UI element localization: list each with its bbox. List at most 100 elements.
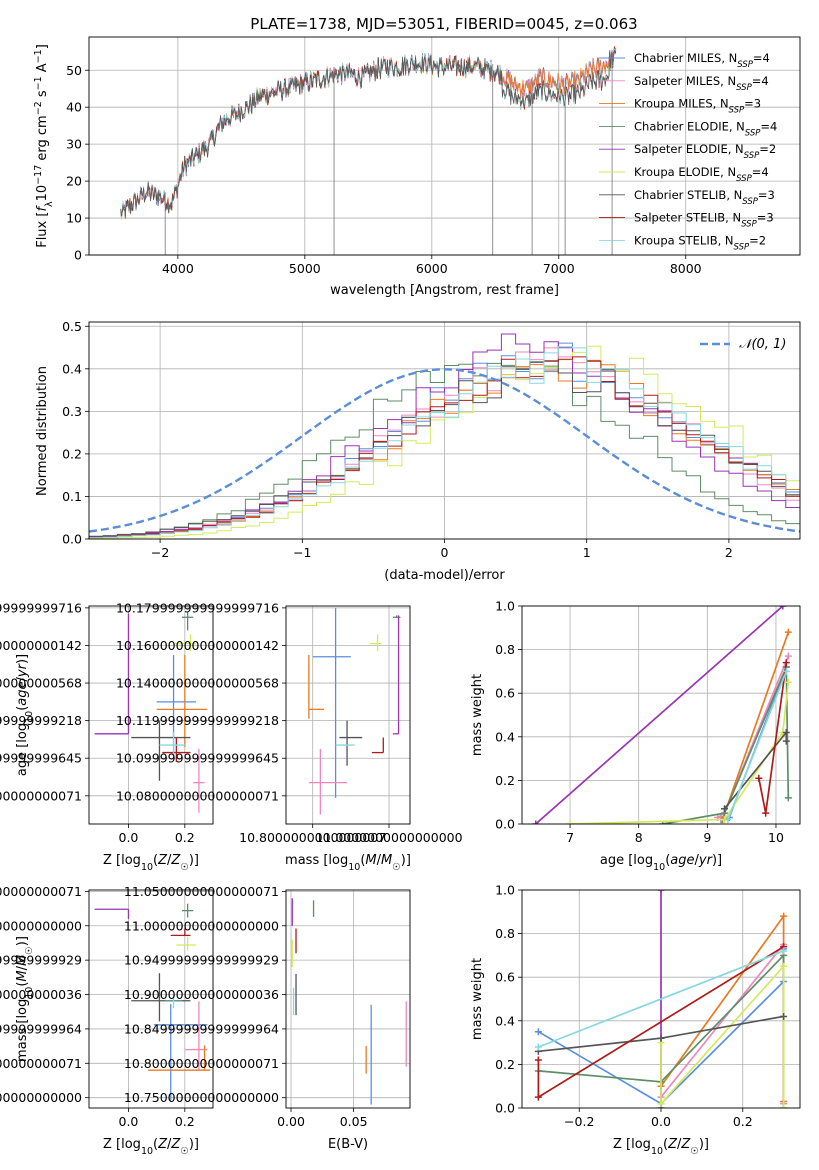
errorbar-point [94,908,130,919]
series-line [721,631,790,820]
x-axis-label: wavelength [Angstrom, rest frame] [330,283,559,298]
errorbar-point [131,720,191,781]
point-marker [566,820,574,824]
y-tick-label: 10.179999999999999716 [116,600,279,615]
errorbar-point [308,654,325,719]
x-tick-label: 7000 [543,261,575,276]
point-marker [534,1028,542,1036]
errorbar-point [170,928,191,937]
series-kroupa-elodie [566,678,792,824]
y-tick-label: 20 [66,174,82,189]
y-tick-label: 0.2 [495,1057,515,1072]
spectrum-line-chabrier-stelib [120,49,617,218]
series-salpeter-elodie [532,606,787,824]
y-tick-label: 10.080000000000000071 [0,788,82,803]
x-tick-label: −2 [151,545,169,560]
y-tick-label: 10.84999999999999964 [124,1021,279,1036]
y-tick-label: 10 [66,211,82,226]
axes: 7 8 9 10 0.0 0.2 0.4 0.6 0.8 1.0 age [log10(age/yr… [470,599,801,873]
point-marker [780,1012,788,1020]
series-kroupa-stelib [534,947,788,1051]
x-axis-label: Z [log10(Z/Z☉)] [613,1137,709,1157]
legend-label: Salpeter STELIB, NSSP=3 [634,211,774,230]
errorbar-point [162,737,191,762]
spectrum-line-kroupa-elodie [120,48,617,220]
y-tick-label: 10.160000000000000142 [0,638,82,653]
y-tick-label: 0.0 [495,1101,515,1116]
series-line [727,671,788,820]
legend-label: Kroupa ELODIE, NSSP=4 [634,165,769,184]
y-tick-label: 0.0 [62,532,82,547]
y-tick-label: 50 [66,63,82,78]
y-tick-label: 10.179999999999999716 [0,600,82,615]
point-marker [720,805,728,813]
errorbar-point [156,654,208,747]
y-axis-label: mass [log10(M/M☉)] [15,936,35,1062]
panel-residual-histogram: −2 −1 0 1 2 0.0 0.1 0.2 0.3 0.4 0.5 (data-model)/er… [35,319,801,583]
gridlines [286,890,410,1108]
legend-label: Chabrier ELODIE, NSSP=4 [634,119,777,138]
point-marker [782,737,790,745]
y-tick-label: 0.6 [495,970,515,985]
plot-area [89,333,800,539]
errorbar-point [173,634,197,652]
y-tick-label: 30 [66,137,82,152]
x-tick-label: 0.0 [651,1114,671,1129]
x-tick-label: 0 [441,545,449,560]
errorbar-point [369,634,382,652]
point-marker [755,774,763,782]
series-line [723,730,788,810]
y-tick-label: 10.140000000000000568 [0,676,82,691]
errorbar-point [339,720,363,766]
axes-frame [88,605,214,825]
series-salpeter-miles [657,941,788,1108]
legend-label: Salpeter ELODIE, NSSP=2 [634,142,776,161]
y-tick-label: 10.94999999999999929 [124,953,279,968]
y-tick-label: 0.3 [62,404,82,419]
point-marker [657,1034,665,1042]
axes-frame [285,605,411,825]
y-tick-label: 0.6 [495,686,515,701]
y-tick-label: 0.5 [62,319,82,334]
series-salpeter-stelib [755,659,790,817]
legend-label: Kroupa MILES, NSSP=3 [634,97,761,116]
histogram-chabrier-elodie [89,361,800,538]
y-tick-label: 10.90000000000000036 [124,987,279,1002]
y-tick-label: 10.84999999999999964 [0,1021,82,1036]
panels: 4000 5000 6000 7000 800001020304050wavelengt… [0,36,801,1157]
plot-area [308,607,401,815]
y-tick-label: 10.080000000000000071 [116,788,279,803]
histogram-kroupa-stelib [89,346,800,539]
gridlines [89,890,213,1108]
x-tick-label: −0.2 [564,1114,594,1129]
x-tick-label: 0.05 [340,1114,368,1129]
axes: 0.0 0.2 10.75000000000000000 10.80000000000… [0,884,214,1157]
y-tick-label: 11.00000000000000000 [0,918,82,933]
axes-frame [88,36,801,256]
x-tick-label: −1 [293,545,311,560]
histogram-chabrier-stelib [89,360,800,537]
point-marker [657,890,665,894]
x-tick-label: 0.0 [119,1114,139,1129]
y-tick-label: 10.90000000000000036 [0,987,82,1002]
x-tick-label: 7 [566,830,574,845]
y-tick-label: 10.80000000000000071 [124,1056,279,1071]
x-axis-label: Z [log10(Z/Z☉)] [103,853,199,873]
x-axis-label: E(B-V) [328,1137,368,1152]
legend-label: Chabrier STELIB, NSSP=3 [634,188,775,207]
point-marker [762,809,770,817]
plot-area [120,46,617,255]
point-marker [784,652,792,660]
errorbar-point [184,1001,208,1071]
errorbar-point [94,613,130,735]
point-marker [780,1104,788,1108]
x-tick-label: 9 [703,830,711,845]
plot-area [291,898,407,1105]
panel-spectrum: 4000 5000 6000 7000 8000 0 10 20 30 40 50 wavelengt… [33,36,801,298]
y-axis-label: mass weight [470,958,485,1040]
y-tick-label: 0.8 [495,926,515,941]
series-line [662,666,790,824]
y-tick-label: 10.94999999999999929 [0,953,82,968]
point-marker [780,947,788,955]
